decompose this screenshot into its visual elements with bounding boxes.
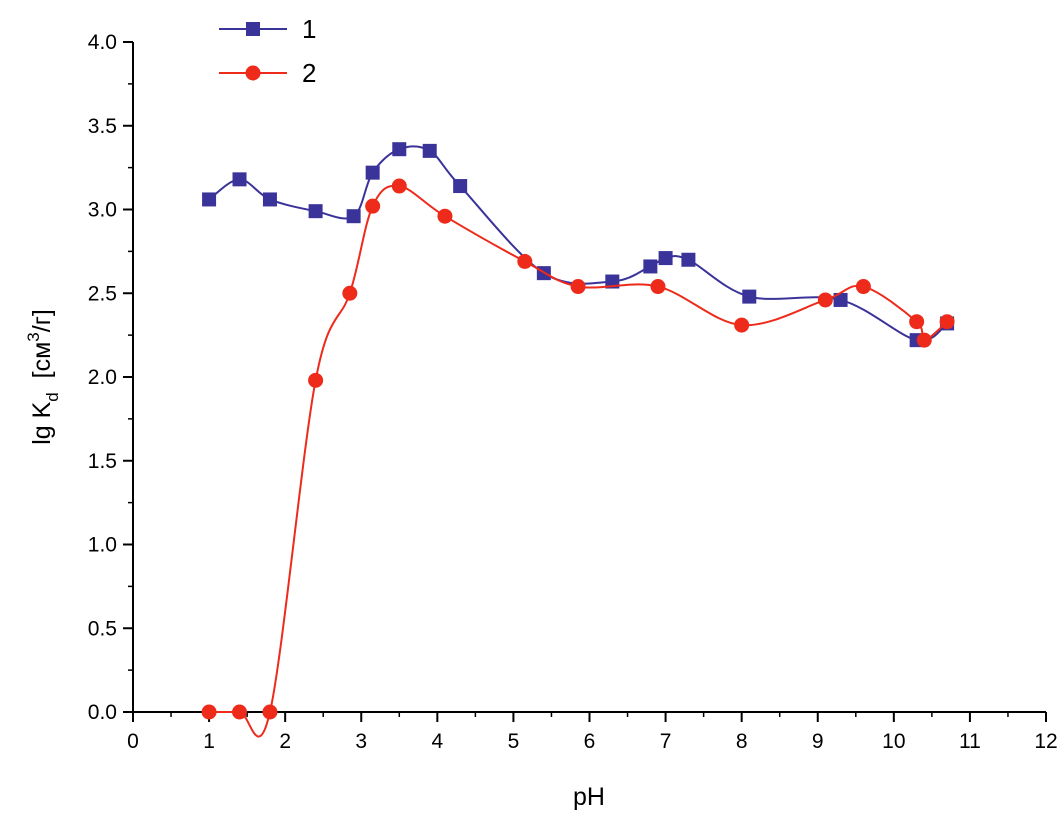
y-axis-title-main: lg K: [28, 401, 56, 444]
legend-marker: [246, 22, 260, 36]
legend-marker: [245, 65, 261, 81]
y-tick-label: 0.0: [88, 701, 117, 724]
axes: [132, 42, 1046, 713]
x-tick-label: 2: [279, 730, 291, 753]
y-tick-label: 3.0: [88, 199, 117, 222]
series-1-point: [365, 165, 380, 180]
series-2-point: [342, 285, 358, 301]
series-2-line: [209, 184, 948, 738]
x-tick-label: 10: [882, 730, 905, 753]
y-tick-label: 1.5: [88, 450, 117, 473]
series-1-point: [392, 142, 407, 157]
y-tick-label: 2.5: [88, 282, 117, 305]
series-2-point: [308, 372, 324, 388]
x-tick-label: 7: [660, 730, 672, 753]
series-2-point: [916, 332, 932, 348]
legend-entry-1: 1: [219, 14, 316, 44]
series-1-point: [833, 292, 848, 307]
x-tick-label: 3: [355, 730, 367, 753]
series-1-point: [232, 172, 247, 187]
ticks: 0 1 2 3 4 5 6 7 8 9 10 11 120.00.51.01.52.02.53.03.5…: [88, 31, 1058, 753]
legend-label: 2: [302, 58, 316, 88]
x-axis-title: pH: [573, 783, 605, 811]
series-2-point: [391, 178, 407, 194]
series-1-point: [681, 252, 696, 267]
series-2-point: [650, 279, 666, 295]
svg-text:lg Kd [см3/г]: lg Kd [см3/г]: [24, 309, 62, 445]
series-1-point: [422, 143, 437, 158]
y-axis-title: lg Kd [см3/г]: [24, 309, 62, 445]
series-2-point: [262, 704, 278, 720]
y-tick-label: 1.0: [88, 534, 117, 557]
series-1-point: [308, 204, 323, 219]
y-tick-label: 2.0: [88, 366, 117, 389]
series-1-point: [346, 209, 361, 224]
x-tick-label: 6: [584, 730, 596, 753]
series-2-point: [232, 704, 248, 720]
series-1-line: [208, 145, 948, 342]
series-1-point: [262, 192, 277, 207]
x-tick-label: 12: [1034, 730, 1057, 753]
series-2-point: [909, 314, 925, 330]
y-axis-title-unit-close: /г]: [28, 309, 56, 332]
series-1-point: [742, 289, 757, 304]
y-axis-title-unit-sup: 3: [24, 332, 43, 341]
series-1-point: [453, 179, 468, 194]
series-2-point: [570, 279, 586, 295]
series-2-point: [734, 317, 750, 333]
x-tick-label: 4: [431, 730, 443, 753]
series-2-point: [437, 208, 453, 224]
x-tick-label: 0: [127, 730, 139, 753]
series-2-point: [201, 704, 217, 720]
series-1-point: [658, 251, 673, 266]
legend: 12: [219, 14, 316, 88]
series-2-point: [939, 314, 955, 330]
series-2-point: [855, 279, 871, 295]
y-axis-title-unit-open: [см: [28, 342, 56, 379]
y-tick-label: 4.0: [88, 31, 117, 54]
series-layer: [201, 142, 955, 738]
series-2-point: [817, 292, 833, 308]
x-tick-label: 1: [203, 730, 215, 753]
series-2-point: [365, 198, 381, 214]
series-1-point: [643, 259, 658, 274]
x-tick-label: 8: [736, 730, 748, 753]
y-tick-label: 0.5: [88, 617, 117, 640]
series-1-point: [202, 192, 217, 207]
x-tick-label: 5: [508, 730, 520, 753]
series-2: [201, 178, 955, 738]
legend-label: 1: [302, 14, 316, 44]
series-2-point: [517, 253, 533, 269]
series-1: [202, 142, 955, 348]
x-tick-label: 11: [959, 730, 981, 753]
legend-entry-2: 2: [219, 58, 316, 88]
y-tick-label: 3.5: [88, 115, 117, 138]
y-axis-title-sub: d: [43, 392, 62, 401]
x-tick-label: 9: [812, 730, 824, 753]
